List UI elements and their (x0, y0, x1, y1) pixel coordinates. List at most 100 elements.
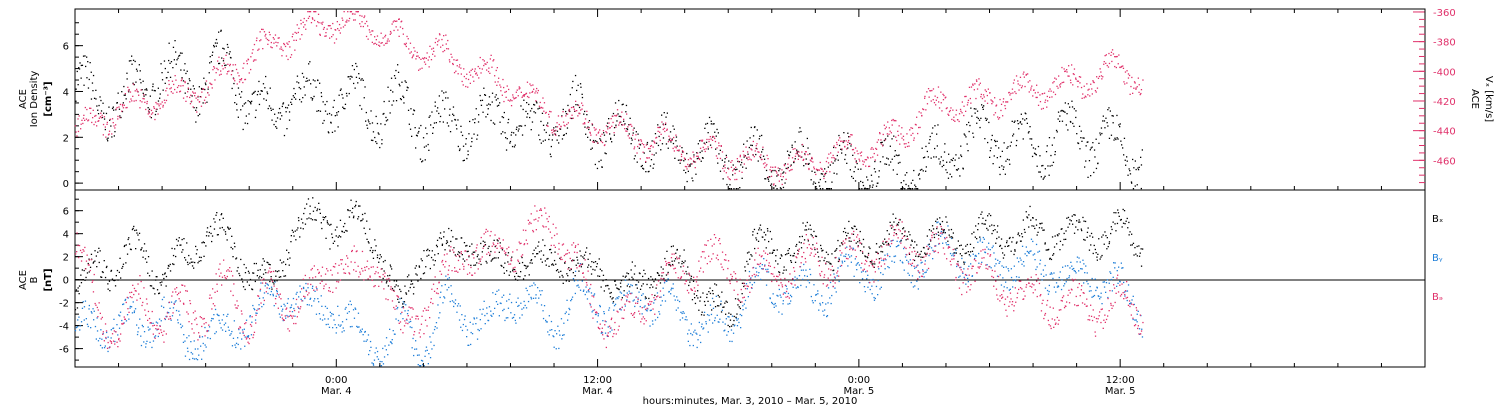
density-point (618, 115, 620, 117)
velocity-point (191, 100, 193, 102)
density-point (459, 148, 461, 150)
velocity-point (230, 74, 233, 76)
density-point (113, 135, 115, 137)
density-point (241, 91, 243, 93)
velocity-point (433, 50, 435, 52)
bx-point (276, 270, 278, 273)
by-point (1000, 284, 1003, 286)
density-point (957, 168, 960, 170)
velocity-point (774, 166, 777, 168)
by-point (874, 297, 876, 300)
velocity-point (453, 59, 455, 61)
by-point (218, 314, 220, 317)
velocity-point (1126, 82, 1128, 84)
by-point (136, 333, 139, 336)
density-point (915, 186, 917, 188)
by-point (114, 340, 116, 343)
density-point (722, 178, 724, 180)
density-point (605, 153, 607, 155)
by-point (668, 290, 670, 293)
velocity-point (578, 112, 580, 114)
density-point (292, 95, 294, 97)
velocity-point (568, 108, 571, 111)
velocity-point (434, 41, 436, 44)
velocity-point (431, 48, 433, 50)
velocity-point (232, 64, 234, 66)
velocity-point (115, 124, 117, 126)
density-point (704, 127, 706, 129)
by-point (146, 340, 148, 342)
bx-point (548, 265, 550, 267)
by-point (84, 300, 87, 302)
velocity-point (283, 42, 285, 45)
by-point (96, 317, 98, 319)
density-point (476, 134, 479, 136)
velocity-point (323, 26, 325, 29)
density-point (900, 188, 902, 190)
by-point (1131, 299, 1133, 301)
by-point (856, 263, 858, 265)
by-point (836, 275, 838, 277)
velocity-point (446, 48, 448, 50)
density-point (1133, 167, 1135, 169)
by-point (814, 300, 816, 302)
velocity-point (305, 28, 307, 30)
by-point (982, 236, 984, 239)
by-point (969, 255, 972, 257)
velocity-point (747, 159, 749, 161)
density-point (895, 154, 897, 156)
by-point (574, 270, 577, 272)
by-point (922, 269, 924, 271)
by-point (472, 323, 474, 325)
velocity-point (486, 61, 488, 64)
density-point (360, 79, 362, 81)
velocity-point (474, 68, 476, 70)
bx-point (611, 298, 613, 300)
by-point (619, 308, 621, 310)
by-point (327, 323, 329, 325)
density-point (658, 135, 660, 138)
density-point (1140, 156, 1142, 158)
bx-point (206, 231, 208, 233)
velocity-point (811, 156, 813, 159)
density-point (995, 145, 997, 147)
velocity-point (496, 84, 498, 86)
by-point (599, 306, 601, 308)
density-point (457, 119, 459, 121)
by-point (335, 327, 338, 329)
density-point (146, 89, 148, 91)
bx-point (530, 259, 533, 261)
velocity-point (1132, 92, 1134, 94)
by-point (502, 309, 504, 312)
by-point (699, 334, 701, 336)
velocity-point (1083, 85, 1085, 87)
bx-point (668, 264, 670, 266)
velocity-point (282, 49, 284, 52)
velocity-point (363, 16, 365, 19)
velocity-point (1072, 84, 1074, 86)
bx-point (367, 241, 369, 243)
density-point (1078, 125, 1081, 127)
bx-point (374, 239, 376, 241)
by-point (691, 334, 694, 336)
by-point (1126, 299, 1128, 302)
density-point (340, 88, 342, 90)
by-point (412, 337, 414, 340)
velocity-point (227, 63, 229, 65)
velocity-point (825, 160, 828, 163)
bx-point (154, 293, 156, 295)
by-point (107, 336, 109, 338)
density-point (339, 89, 342, 91)
velocity-point (469, 74, 472, 76)
density-point (1044, 168, 1046, 170)
density-point (230, 57, 232, 59)
bx-point (589, 253, 591, 255)
by-point (200, 345, 202, 347)
velocity-point (800, 156, 802, 158)
by-point (703, 327, 705, 329)
density-point (823, 175, 825, 177)
density-point (1020, 113, 1022, 115)
velocity-point (1049, 88, 1051, 90)
velocity-point (877, 139, 880, 141)
by-point (712, 307, 715, 309)
